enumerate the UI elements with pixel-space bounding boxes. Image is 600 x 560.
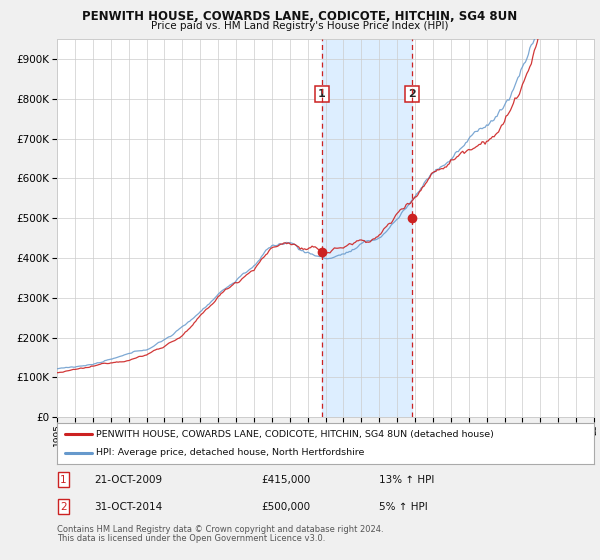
Text: Price paid vs. HM Land Registry's House Price Index (HPI): Price paid vs. HM Land Registry's House … — [151, 21, 449, 31]
Text: 1: 1 — [60, 474, 67, 484]
Text: 2: 2 — [408, 89, 416, 99]
Text: 21-OCT-2009: 21-OCT-2009 — [95, 474, 163, 484]
Text: 1: 1 — [318, 89, 326, 99]
Text: £500,000: £500,000 — [261, 502, 310, 512]
Text: 2: 2 — [60, 502, 67, 512]
Text: 31-OCT-2014: 31-OCT-2014 — [95, 502, 163, 512]
Text: This data is licensed under the Open Government Licence v3.0.: This data is licensed under the Open Gov… — [57, 534, 325, 543]
Text: Contains HM Land Registry data © Crown copyright and database right 2024.: Contains HM Land Registry data © Crown c… — [57, 525, 383, 534]
Text: PENWITH HOUSE, COWARDS LANE, CODICOTE, HITCHIN, SG4 8UN: PENWITH HOUSE, COWARDS LANE, CODICOTE, H… — [82, 10, 518, 22]
Text: PENWITH HOUSE, COWARDS LANE, CODICOTE, HITCHIN, SG4 8UN (detached house): PENWITH HOUSE, COWARDS LANE, CODICOTE, H… — [96, 430, 494, 438]
Text: 5% ↑ HPI: 5% ↑ HPI — [379, 502, 428, 512]
Text: 13% ↑ HPI: 13% ↑ HPI — [379, 474, 434, 484]
Text: £415,000: £415,000 — [261, 474, 310, 484]
Text: HPI: Average price, detached house, North Hertfordshire: HPI: Average price, detached house, Nort… — [96, 449, 365, 458]
Bar — [322, 39, 412, 417]
